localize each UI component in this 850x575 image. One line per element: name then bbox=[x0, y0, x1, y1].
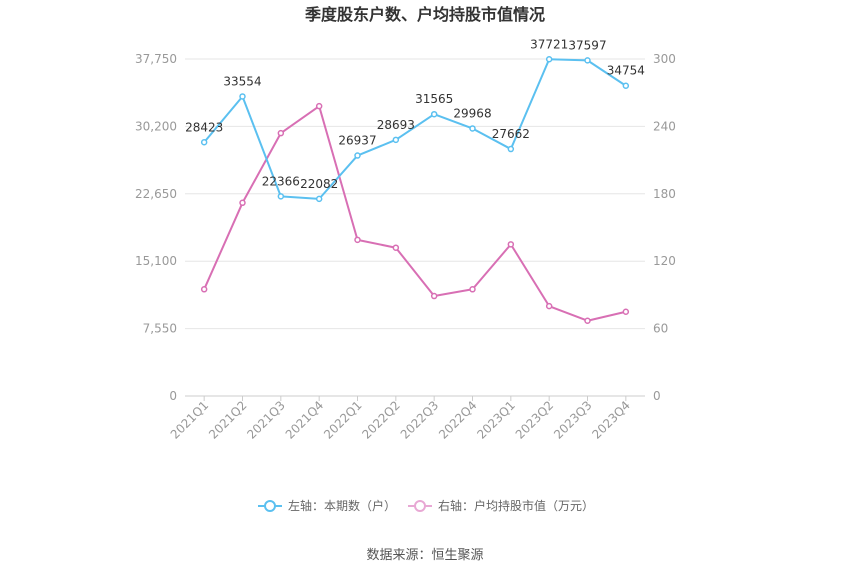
left-axis-ticks: 0 7,550 15,100 22,650 30,200 37,750 bbox=[135, 52, 177, 403]
legend-label-right: 右轴：户均持股市值（万元） bbox=[438, 498, 594, 513]
data-label: 34754 bbox=[607, 64, 645, 78]
source-note: 数据来源：恒生聚源 bbox=[366, 548, 483, 563]
x-tick-label: 2023Q2 bbox=[513, 398, 557, 442]
data-label: 31565 bbox=[415, 92, 453, 106]
data-point-left bbox=[239, 93, 246, 100]
data-label: 28423 bbox=[185, 120, 223, 134]
legend-marker-right bbox=[414, 500, 426, 512]
data-label: 37721 bbox=[530, 37, 568, 51]
legend-label-left: 左轴：本期数（户） bbox=[288, 498, 396, 513]
data-label: 28693 bbox=[377, 118, 415, 132]
right-tick-label: 0 bbox=[653, 389, 661, 403]
series-line-left bbox=[203, 58, 627, 200]
legend-marker-left bbox=[264, 500, 276, 512]
data-point-left bbox=[354, 152, 361, 159]
legend-item-right[interactable]: 右轴：户均持股市值（万元） bbox=[408, 498, 594, 513]
data-label: 33554 bbox=[223, 74, 261, 88]
data-point-right bbox=[392, 244, 400, 251]
data-point-left bbox=[507, 145, 515, 153]
data-point-right bbox=[584, 317, 591, 324]
data-point-right bbox=[354, 236, 361, 244]
x-axis-ticks: 2021Q12021Q22021Q32021Q42022Q12022Q22022… bbox=[168, 396, 633, 442]
data-point-right bbox=[507, 241, 515, 248]
data-point-left bbox=[315, 195, 323, 203]
x-tick-label: 2021Q3 bbox=[244, 398, 288, 442]
series-layer: 28423 33554 22366 22082 26937286933156529968… bbox=[185, 37, 645, 324]
data-point-right bbox=[200, 286, 208, 293]
right-tick-label: 240 bbox=[653, 119, 676, 133]
data-point-right bbox=[315, 102, 323, 110]
data-point-left bbox=[622, 82, 630, 89]
data-point-right bbox=[239, 199, 246, 207]
left-tick-label: 0 bbox=[169, 389, 177, 403]
data-label: 22082 bbox=[300, 177, 338, 191]
data-label: 22366 bbox=[262, 174, 300, 188]
x-tick-label: 2021Q1 bbox=[168, 398, 212, 442]
legend-item-left[interactable]: 左轴：本期数（户） bbox=[258, 498, 396, 513]
legend: 左轴：本期数（户） 右轴：户均持股市值（万元） bbox=[258, 498, 594, 513]
right-tick-label: 300 bbox=[653, 52, 676, 66]
data-label: 27662 bbox=[492, 127, 530, 141]
x-tick-label: 2023Q4 bbox=[589, 398, 633, 442]
x-tick-label: 2023Q3 bbox=[551, 398, 595, 442]
data-point-right bbox=[545, 302, 553, 310]
data-point-left bbox=[545, 56, 553, 63]
x-tick-label: 2021Q4 bbox=[283, 398, 327, 442]
x-tick-label: 2022Q3 bbox=[398, 398, 442, 442]
right-tick-label: 120 bbox=[653, 254, 676, 268]
left-tick-label: 22,650 bbox=[135, 187, 177, 201]
x-tick-label: 2022Q4 bbox=[436, 398, 480, 442]
left-tick-label: 37,750 bbox=[135, 52, 177, 66]
x-tick-label: 2022Q2 bbox=[359, 398, 403, 442]
x-tick-label: 2022Q1 bbox=[321, 398, 365, 442]
data-point-left bbox=[430, 110, 438, 118]
data-label: 26937 bbox=[338, 134, 376, 148]
gridlines bbox=[185, 58, 645, 397]
data-point-left bbox=[277, 193, 285, 200]
data-point-left bbox=[584, 57, 591, 64]
left-tick-label: 30,200 bbox=[135, 119, 177, 133]
data-label: 29968 bbox=[453, 106, 491, 120]
x-tick-label: 2021Q2 bbox=[206, 398, 250, 442]
x-tick-label: 2023Q1 bbox=[474, 398, 518, 442]
left-tick-label: 15,100 bbox=[135, 254, 177, 268]
data-point-left bbox=[469, 125, 476, 132]
chart-title: 季度股东户数、户均持股市值情况 bbox=[304, 5, 545, 24]
data-point-left bbox=[392, 136, 400, 144]
series-line-right bbox=[203, 105, 627, 322]
data-label: 37597 bbox=[568, 38, 606, 52]
right-tick-label: 60 bbox=[653, 322, 668, 336]
left-tick-label: 7,550 bbox=[143, 322, 177, 336]
data-point-right bbox=[622, 308, 630, 315]
data-point-right bbox=[277, 129, 285, 137]
right-axis-ticks: 0 60 120 180 240 300 bbox=[653, 52, 676, 403]
data-point-right bbox=[469, 286, 476, 293]
data-point-left bbox=[200, 139, 208, 146]
data-point-right bbox=[430, 292, 438, 300]
right-tick-label: 180 bbox=[653, 187, 676, 201]
